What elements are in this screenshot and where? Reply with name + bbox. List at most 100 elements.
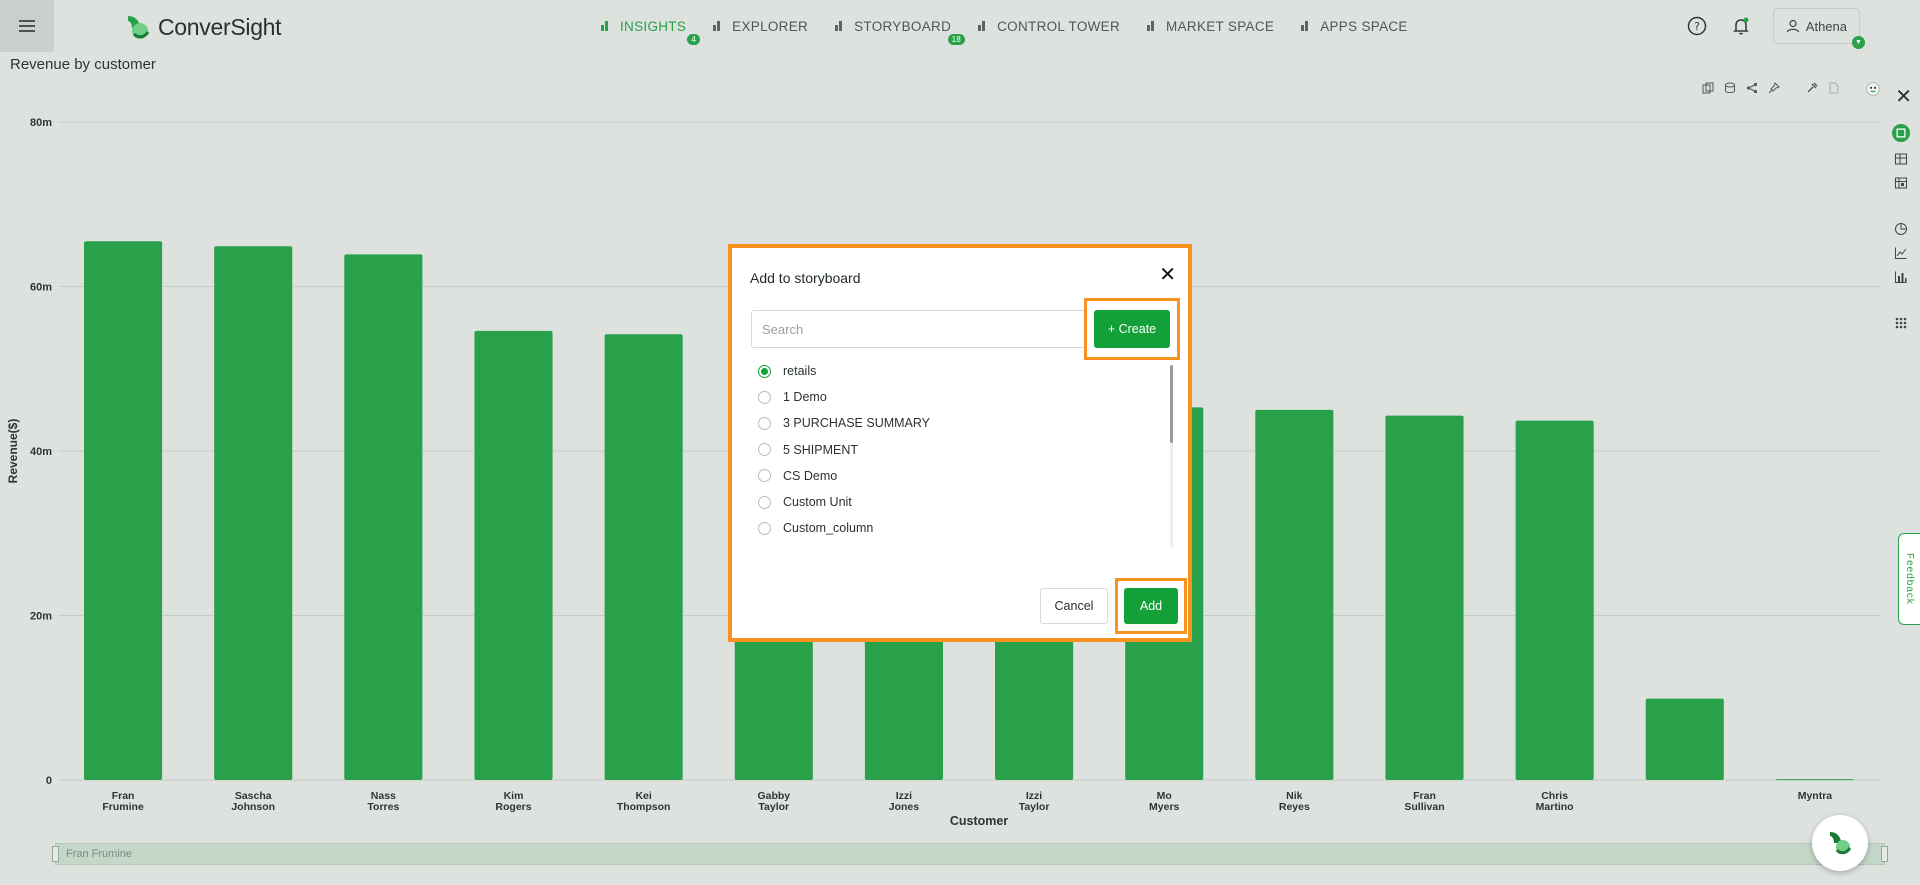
storyboard-option-label: 3 PURCHASE SUMMARY: [783, 416, 931, 431]
storyboard-option[interactable]: Custom Unit: [758, 489, 1158, 515]
radio-button[interactable]: [758, 521, 771, 535]
list-scrollbar[interactable]: [1170, 365, 1173, 547]
table-icon[interactable]: [1894, 152, 1908, 166]
storyboard-option[interactable]: Custom_column: [758, 515, 1158, 541]
svg-text:?: ?: [1694, 20, 1700, 33]
x-tick-label: Gabby: [757, 790, 790, 802]
storyboard-icon: [835, 21, 843, 31]
bar: [1385, 415, 1464, 780]
pie-chart-icon[interactable]: [1894, 222, 1908, 236]
radio-button[interactable]: [758, 416, 771, 430]
create-button-highlight: [1084, 298, 1180, 360]
nav-item-storyboard[interactable]: STORYBOARD 18: [834, 18, 966, 45]
conversight-assistant-icon: [1830, 832, 1852, 855]
search-input[interactable]: [751, 310, 1087, 348]
control-tower-icon: [978, 21, 986, 31]
x-tick-label: Nik: [1286, 790, 1303, 802]
database-icon[interactable]: [1724, 82, 1736, 94]
nav-label: STORYBOARD: [854, 18, 952, 34]
x-tick-label: Sascha: [235, 790, 272, 802]
x-tick-label: Frumine: [102, 801, 144, 813]
settings-tool-icon[interactable]: [1806, 82, 1818, 94]
x-axis-label: Customer: [950, 814, 1008, 828]
add-to-storyboard-dialog: Add to storyboard ✕ + Create retails 1 De…: [728, 244, 1192, 642]
bar-chart-icon[interactable]: [1894, 270, 1908, 284]
cancel-button[interactable]: Cancel: [1040, 588, 1108, 624]
storyboard-option[interactable]: 3 PURCHASE SUMMARY: [758, 410, 1158, 436]
radio-button[interactable]: [758, 364, 771, 378]
main-nav: INSIGHTS 4 EXPLORER STORYBOARD 18 CONTROL TOW…: [600, 0, 1408, 52]
nav-label: INSIGHTS: [620, 18, 687, 34]
storyboard-option-label: Custom Unit: [783, 495, 852, 510]
brand-name: ConverSight: [158, 13, 282, 40]
x-tick-label: Izzi: [896, 790, 912, 802]
assistant-fab-button[interactable]: [1812, 815, 1868, 871]
bar: [1645, 698, 1724, 780]
share-icon[interactable]: [1746, 82, 1758, 94]
logo[interactable]: ConverSight: [122, 12, 282, 42]
x-tick-label: Fran: [112, 790, 135, 802]
storyboard-option-label: CS Demo: [783, 468, 838, 483]
help-button[interactable]: ?: [1685, 14, 1709, 38]
close-chart-icon[interactable]: ✕: [1895, 86, 1912, 108]
pin-icon[interactable]: [1768, 82, 1780, 94]
radio-button[interactable]: [758, 443, 771, 457]
nav-label: CONTROL TOWER: [997, 18, 1121, 34]
export-file-icon[interactable]: [1828, 82, 1840, 94]
storyboard-option[interactable]: CS Demo: [758, 463, 1158, 489]
explorer-icon: [713, 21, 721, 31]
bar: [604, 334, 683, 780]
nav-item-apps-space[interactable]: APPS SPACE: [1300, 19, 1408, 34]
nav-count-badge: 18: [947, 33, 966, 45]
user-menu-button[interactable]: Athena ▼: [1772, 8, 1865, 49]
y-tick-label: 60m: [30, 282, 52, 294]
storyboard-option-label: 1 Demo: [783, 390, 827, 405]
storyboard-option[interactable]: retails: [758, 358, 1158, 384]
create-button[interactable]: + Create: [1094, 310, 1170, 348]
bar: [1255, 409, 1334, 780]
storyboard-option-label: Custom_column: [783, 521, 874, 536]
right-rail: [1892, 124, 1910, 330]
y-tick-label: 0: [46, 775, 52, 787]
nav-item-control-tower[interactable]: CONTROL TOWER: [977, 19, 1120, 34]
nav-label: EXPLORER: [732, 18, 809, 34]
header-actions: ? Athena ▼: [1685, 8, 1865, 49]
copy-icon[interactable]: [1702, 82, 1714, 94]
feedback-tab[interactable]: Feedback: [1898, 533, 1920, 625]
nav-item-explorer[interactable]: EXPLORER: [712, 19, 808, 34]
bar: [1775, 779, 1854, 781]
line-chart-icon[interactable]: [1894, 246, 1908, 260]
close-icon[interactable]: ✕: [1159, 264, 1176, 286]
x-tick-label: Johnson: [231, 801, 275, 813]
assistant-face-icon[interactable]: [1866, 82, 1880, 96]
slider-handle-right[interactable]: [1881, 846, 1888, 862]
storyboard-option[interactable]: 1 Demo: [758, 384, 1158, 410]
y-tick-label: 40m: [30, 446, 52, 458]
add-button-highlight: [1115, 578, 1187, 634]
radio-button[interactable]: [758, 495, 771, 509]
scrollbar-thumb[interactable]: [1170, 365, 1173, 443]
pivot-table-icon[interactable]: [1894, 176, 1908, 190]
x-tick-label: Jones: [889, 801, 920, 813]
storyboard-option[interactable]: 5 SHIPMENT: [758, 437, 1158, 463]
market-space-icon: [1147, 21, 1155, 31]
notifications-button[interactable]: [1729, 14, 1753, 38]
top-bar: ConverSight INSIGHTS 4 EXPLORER STORYBOARD 1…: [0, 0, 1920, 52]
nav-item-market-space[interactable]: MARKET SPACE: [1146, 19, 1274, 34]
save-icon[interactable]: [1892, 124, 1910, 142]
x-tick-label: Fran: [1413, 790, 1436, 802]
nav-label: APPS SPACE: [1320, 18, 1408, 34]
bell-icon: [1732, 17, 1749, 35]
slider-handle-left[interactable]: [52, 846, 59, 862]
range-slider[interactable]: Fran Frumine: [52, 843, 1888, 865]
bar: [1515, 420, 1594, 780]
help-icon: ?: [1687, 16, 1707, 36]
grid-apps-icon[interactable]: [1894, 316, 1908, 330]
nav-item-insights[interactable]: INSIGHTS 4: [600, 18, 701, 45]
x-tick-label: Reyes: [1279, 801, 1310, 813]
radio-button[interactable]: [758, 469, 771, 483]
menu-toggle-button[interactable]: [0, 0, 54, 52]
radio-button[interactable]: [758, 390, 771, 404]
add-button[interactable]: Add: [1124, 588, 1178, 624]
storyboard-option-label: 5 SHIPMENT: [783, 442, 859, 457]
